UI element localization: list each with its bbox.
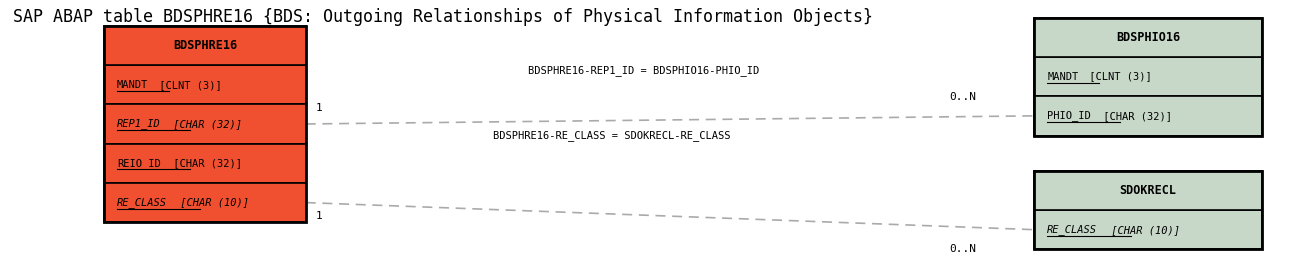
Text: 1: 1 (316, 103, 323, 113)
Text: [CLNT (3)]: [CLNT (3)] (152, 80, 221, 90)
FancyBboxPatch shape (1034, 96, 1262, 136)
Text: RE_CLASS: RE_CLASS (1047, 224, 1097, 235)
Text: BDSPHRE16: BDSPHRE16 (173, 39, 237, 52)
Text: MANDT: MANDT (1047, 72, 1079, 82)
Text: [CHAR (32)]: [CHAR (32)] (167, 158, 242, 168)
Text: [CHAR (10)]: [CHAR (10)] (1105, 225, 1180, 235)
FancyBboxPatch shape (1034, 18, 1262, 57)
Text: PHIO_ID: PHIO_ID (1047, 110, 1092, 121)
Text: 1: 1 (316, 211, 323, 221)
Text: REP1_ID: REP1_ID (117, 118, 161, 130)
FancyBboxPatch shape (104, 26, 306, 65)
FancyBboxPatch shape (1034, 57, 1262, 96)
FancyBboxPatch shape (1034, 210, 1262, 249)
FancyBboxPatch shape (104, 144, 306, 183)
Text: [CHAR (32)]: [CHAR (32)] (1098, 111, 1172, 121)
Text: [CHAR (10)]: [CHAR (10)] (174, 198, 250, 208)
Text: BDSPHIO16: BDSPHIO16 (1116, 31, 1180, 44)
Text: 0..N: 0..N (950, 244, 977, 254)
FancyBboxPatch shape (104, 104, 306, 144)
Text: BDSPHRE16-RE_CLASS = SDOKRECL-RE_CLASS: BDSPHRE16-RE_CLASS = SDOKRECL-RE_CLASS (493, 130, 730, 141)
FancyBboxPatch shape (1034, 171, 1262, 210)
FancyBboxPatch shape (104, 183, 306, 222)
Text: BDSPHRE16-REP1_ID = BDSPHIO16-PHIO_ID: BDSPHRE16-REP1_ID = BDSPHIO16-PHIO_ID (528, 65, 760, 76)
Text: [CHAR (32)]: [CHAR (32)] (167, 119, 242, 129)
Text: SDOKRECL: SDOKRECL (1120, 184, 1176, 197)
Text: SAP ABAP table BDSPHRE16 {BDS: Outgoing Relationships of Physical Information Ob: SAP ABAP table BDSPHRE16 {BDS: Outgoing … (13, 8, 873, 26)
Text: [CLNT (3)]: [CLNT (3)] (1082, 72, 1151, 82)
Text: REIO_ID: REIO_ID (117, 158, 161, 169)
FancyBboxPatch shape (104, 65, 306, 104)
Text: MANDT: MANDT (117, 80, 148, 90)
Text: 0..N: 0..N (950, 92, 977, 102)
Text: RE_CLASS: RE_CLASS (117, 197, 167, 208)
